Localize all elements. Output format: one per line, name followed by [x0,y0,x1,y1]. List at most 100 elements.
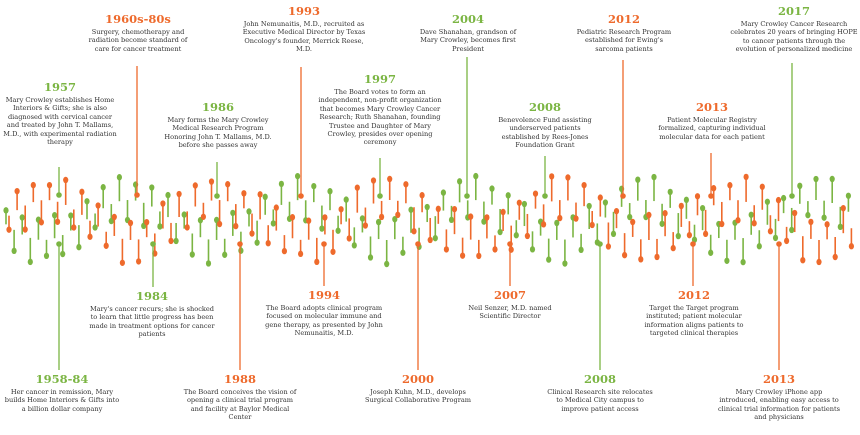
event-text: Benevolence Fund assisting underserved p… [498,116,592,150]
helix-node-green [708,249,714,256]
helix-node-orange [403,181,409,188]
helix-node-green [181,211,187,218]
helix-node-orange [451,205,458,213]
helix-node-orange [767,228,774,235]
event-text: Surgery, chemotherapy and radiation beco… [88,28,188,53]
helix-node-orange [22,226,28,233]
helix-node-orange [298,250,304,258]
helix-node-orange [759,183,765,190]
helix-node-orange [249,230,255,237]
event-connector-dot [507,241,513,247]
helix-node-green [246,208,252,215]
helix-node-orange [613,207,620,215]
event-year: 1993 [287,4,320,18]
helix-node-green [813,175,819,183]
helix-node-orange [686,231,693,239]
helix-node-orange [14,187,20,195]
helix-node-orange [281,247,287,255]
event-year: 1957 [43,80,76,94]
helix-node-green [351,242,357,249]
helix-node-green [359,215,365,222]
event-connector-dot [214,193,220,199]
helix-node-orange [435,205,441,213]
helix-node-green [108,217,114,225]
dna-helix-band [3,172,855,268]
helix-node-green [837,223,843,231]
helix-node-green [76,243,82,251]
helix-node-green [659,220,665,227]
helix-node-orange [443,246,449,253]
event-text: The Board adopts clinical program focuse… [265,304,383,338]
helix-node-orange [136,258,142,265]
helix-node-green [214,216,220,224]
helix-node-orange [225,181,231,188]
event-2013-bottom: 2013 Mary Crowley iPhone app introduced,… [709,372,849,422]
helix-node-green [238,247,244,254]
helix-node-green [367,254,374,261]
event-connector-dot [789,193,795,199]
helix-node-orange [743,173,749,181]
helix-node-orange [622,251,628,259]
helix-node-green [610,230,617,238]
event-year: 2008 [528,100,561,114]
helix-node-green [205,260,212,267]
helix-node-green [505,192,511,199]
helix-node-green [43,252,50,260]
helix-node-orange [500,208,506,216]
helix-node-orange [589,221,595,229]
helix-node-green [68,212,74,219]
helix-node-orange [395,211,401,219]
helix-node-orange [419,192,425,199]
helix-node-green [149,184,155,191]
event-text: Joseph Kuhn, M.D., develops Surgical Col… [364,388,472,405]
helix-node-green [797,182,803,190]
helix-node-green [586,202,592,210]
event-connector-dot [150,241,156,247]
helix-node-orange [703,230,709,238]
helix-node-green [740,258,746,266]
helix-node-green [448,216,455,224]
helix-node-green [700,204,706,212]
event-connector-dot [690,241,696,247]
helix-node-green [60,250,66,258]
helix-node-orange [119,259,125,266]
event-2017: 2017 Mary Crowley Cancer Research celebr… [724,4,860,54]
event-2004: 2004 Dave Shanahan, grandson of Mary Cro… [398,12,538,53]
helix-node-green [554,219,560,227]
helix-node-orange [670,244,676,252]
helix-node-green [781,194,787,202]
helix-node-orange [646,211,652,219]
event-text: Neil Senzer, M.D. named Scientific Direc… [468,304,552,321]
helix-node-orange [816,258,822,266]
helix-node-orange [678,202,684,210]
event-connector-dot [776,241,782,247]
helix-node-green [270,220,276,227]
event-connector-dot [56,241,62,247]
helix-node-orange [176,190,182,198]
helix-node-green [635,176,641,183]
helix-node-green [189,251,195,258]
helix-node-orange [784,237,790,245]
event-year: 2017 [777,4,810,18]
helix-node-green [408,206,414,213]
helix-node-orange [38,219,45,226]
helix-node-green [100,184,106,191]
helix-node-orange [630,218,636,226]
helix-node-green [529,246,536,253]
helix-node-orange [516,199,522,206]
helix-node-green [3,207,9,214]
helix-node-green [335,227,341,234]
helix-node-orange [370,177,377,184]
event-text: Mary forms the Mary Crowley Medical Rese… [164,116,272,150]
event-text: Mary Crowley establishes Home Interiors … [3,96,117,147]
helix-node-orange [346,235,352,242]
helix-node-orange [694,193,701,200]
event-text: Pediatric Research Program established f… [576,28,672,53]
event-year: 1986 [201,100,234,114]
event-text: The Board votes to form an independent, … [318,88,442,147]
helix-node-green [546,256,552,263]
helix-node-orange [524,232,531,240]
event-year: 2004 [451,12,484,26]
helix-node-orange [792,209,798,217]
